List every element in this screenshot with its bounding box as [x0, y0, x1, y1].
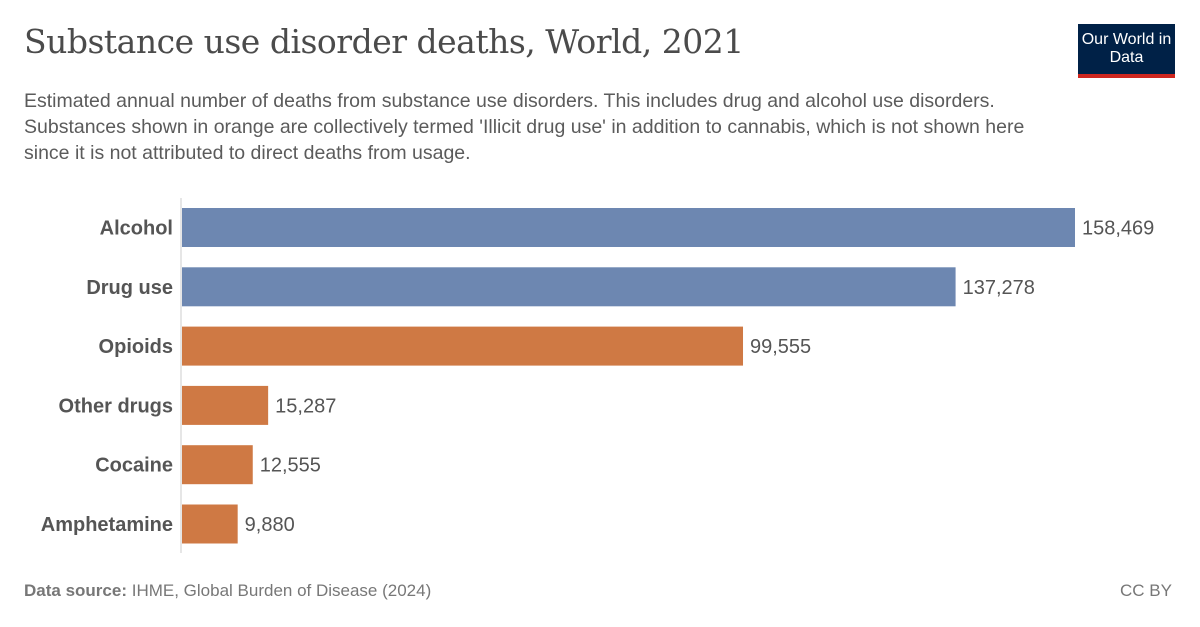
- value-label: 137,278: [963, 277, 1035, 299]
- value-label: 12,555: [260, 455, 321, 477]
- category-label: Amphetamine: [41, 514, 173, 536]
- category-label: Cocaine: [95, 455, 173, 477]
- bar-drug-use[interactable]: [182, 267, 956, 307]
- bar-other-drugs[interactable]: [182, 385, 269, 425]
- chart-title: Substance use disorder deaths, World, 20…: [24, 22, 744, 61]
- source-label: Data source:: [24, 581, 127, 600]
- bar-amphetamine[interactable]: [182, 504, 238, 544]
- value-label: 99,555: [750, 336, 811, 358]
- category-label: Other drugs: [59, 395, 173, 417]
- bar-opioids[interactable]: [182, 326, 744, 366]
- bar-alcohol[interactable]: [182, 208, 1075, 247]
- bar-cocaine[interactable]: [182, 445, 253, 485]
- value-label: 9,880: [245, 514, 295, 536]
- chart-subtitle: Estimated annual number of deaths from s…: [24, 90, 1025, 164]
- source-text[interactable]: IHME, Global Burden of Disease (2024): [131, 581, 432, 600]
- value-label: 15,287: [275, 395, 336, 417]
- category-label: Drug use: [86, 277, 173, 299]
- data-source: Data source: IHME, Global Burden of Dise…: [24, 581, 431, 601]
- category-label: Opioids: [99, 336, 173, 358]
- license[interactable]: CC BY: [1120, 581, 1172, 600]
- category-label: Alcohol: [100, 218, 173, 240]
- owid-logo[interactable]: Our World in Data: [1078, 24, 1175, 78]
- value-label: 158,469: [1082, 218, 1154, 240]
